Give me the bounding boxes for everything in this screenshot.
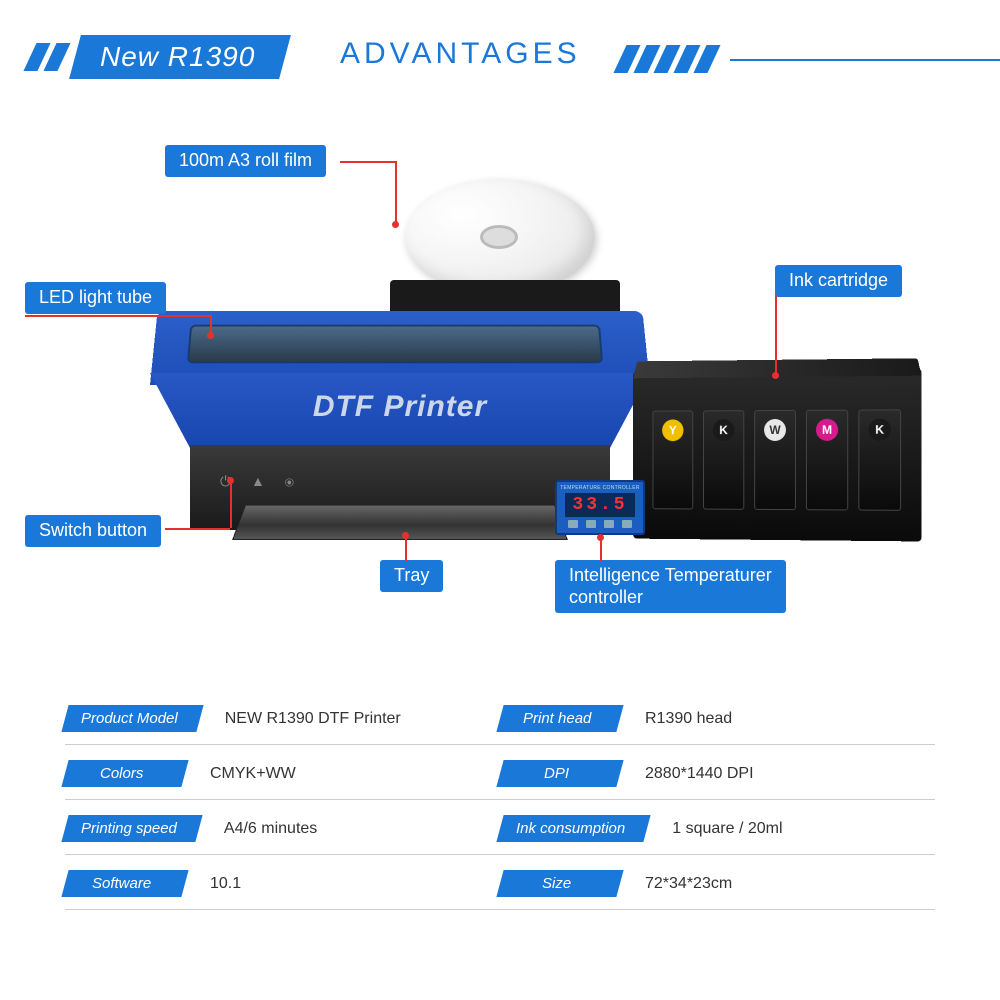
callout-dot [772, 372, 779, 379]
spec-value: 2880*1440 DPI [645, 765, 754, 783]
paper-roll [380, 180, 640, 315]
spec-cell: Software10.1 [65, 870, 500, 897]
spec-label: Printing speed [61, 815, 202, 842]
ink-slots: YKWMK [652, 409, 901, 510]
spec-value: CMYK+WW [210, 765, 296, 783]
spec-cell: Product ModelNEW R1390 DTF Printer [65, 705, 500, 732]
callout-line [395, 175, 397, 225]
spec-value: R1390 head [645, 710, 732, 728]
callout-temp-controller: Intelligence Temperaturer controller [555, 560, 786, 613]
ink-dot: M [816, 419, 838, 441]
callout-dot [402, 532, 409, 539]
output-tray [232, 505, 568, 540]
spec-label: Ink consumption [496, 815, 650, 842]
led-window [187, 325, 603, 364]
model-badge: New R1390 [69, 35, 291, 79]
ink-slot: K [858, 409, 901, 510]
temperature-label: TEMPERATURE CONTROLLER [560, 485, 640, 491]
spec-row: ColorsCMYK+WWDPI2880*1440 DPI [65, 745, 935, 800]
spec-value: NEW R1390 DTF Printer [225, 710, 401, 728]
ink-slot: K [703, 410, 744, 510]
spec-row: Printing speedA4/6 minutesInk consumptio… [65, 800, 935, 855]
callout-led-tube: LED light tube [25, 282, 166, 314]
model-text: New R1390 [100, 41, 255, 73]
callout-line [165, 528, 230, 530]
header-title: ADVANTAGES [340, 37, 581, 71]
callout-dot [392, 221, 399, 228]
temperature-reading: 33.5 [565, 493, 635, 517]
ink-slot: W [754, 410, 796, 510]
ink-slot: Y [652, 410, 693, 509]
spec-row: Software10.1Size72*34*23cm [65, 855, 935, 910]
spec-table: Product ModelNEW R1390 DTF PrinterPrint … [65, 690, 935, 910]
temperature-controller: TEMPERATURE CONTROLLER 33.5 [555, 480, 645, 535]
spec-cell: Printing speedA4/6 minutes [65, 815, 500, 842]
spec-label: Size [496, 870, 623, 897]
callout-dot [207, 332, 214, 339]
spec-label: Software [61, 870, 188, 897]
spec-cell: DPI2880*1440 DPI [500, 760, 935, 787]
header-decoration-left [30, 43, 70, 76]
callout-ink-cartridge: Ink cartridge [775, 265, 902, 297]
callout-line [25, 315, 210, 317]
spec-cell: ColorsCMYK+WW [65, 760, 500, 787]
header-rule [730, 59, 1000, 61]
callout-line [395, 161, 397, 176]
spec-label: Colors [61, 760, 188, 787]
printer-label: DTF Printer [150, 390, 650, 424]
spec-cell: Print headR1390 head [500, 705, 935, 732]
spec-cell: Size72*34*23cm [500, 870, 935, 897]
ink-dot: Y [662, 419, 683, 441]
callout-dot [597, 534, 604, 541]
spec-cell: Ink consumption1 square / 20ml [500, 815, 935, 842]
ink-slot: M [806, 410, 848, 511]
header: New R1390 ADVANTAGES [0, 35, 1000, 85]
spec-value: 72*34*23cm [645, 875, 732, 893]
callout-tray: Tray [380, 560, 443, 592]
callout-line [775, 295, 777, 375]
spec-row: Product ModelNEW R1390 DTF PrinterPrint … [65, 690, 935, 745]
ink-cartridge-module: YKWMK [633, 369, 921, 542]
spec-label: DPI [496, 760, 623, 787]
callout-roll-film: 100m A3 roll film [165, 145, 326, 177]
callout-line [230, 480, 232, 528]
spec-value: 10.1 [210, 875, 241, 893]
spec-value: 1 square / 20ml [672, 820, 782, 838]
ink-dot: W [764, 419, 786, 441]
ink-dot: K [869, 419, 891, 441]
spec-label: Product Model [61, 705, 203, 732]
ink-dot: K [713, 419, 735, 441]
spec-label: Print head [496, 705, 623, 732]
callout-switch-button: Switch button [25, 515, 161, 547]
spec-value: A4/6 minutes [224, 820, 317, 838]
header-decoration-right [620, 45, 720, 78]
product-diagram: DTF Printer ⏻ ▲ ⦿ YKWMK TEMPERATURE CONT… [0, 125, 1000, 625]
callout-dot [227, 477, 234, 484]
callout-line [340, 161, 395, 163]
